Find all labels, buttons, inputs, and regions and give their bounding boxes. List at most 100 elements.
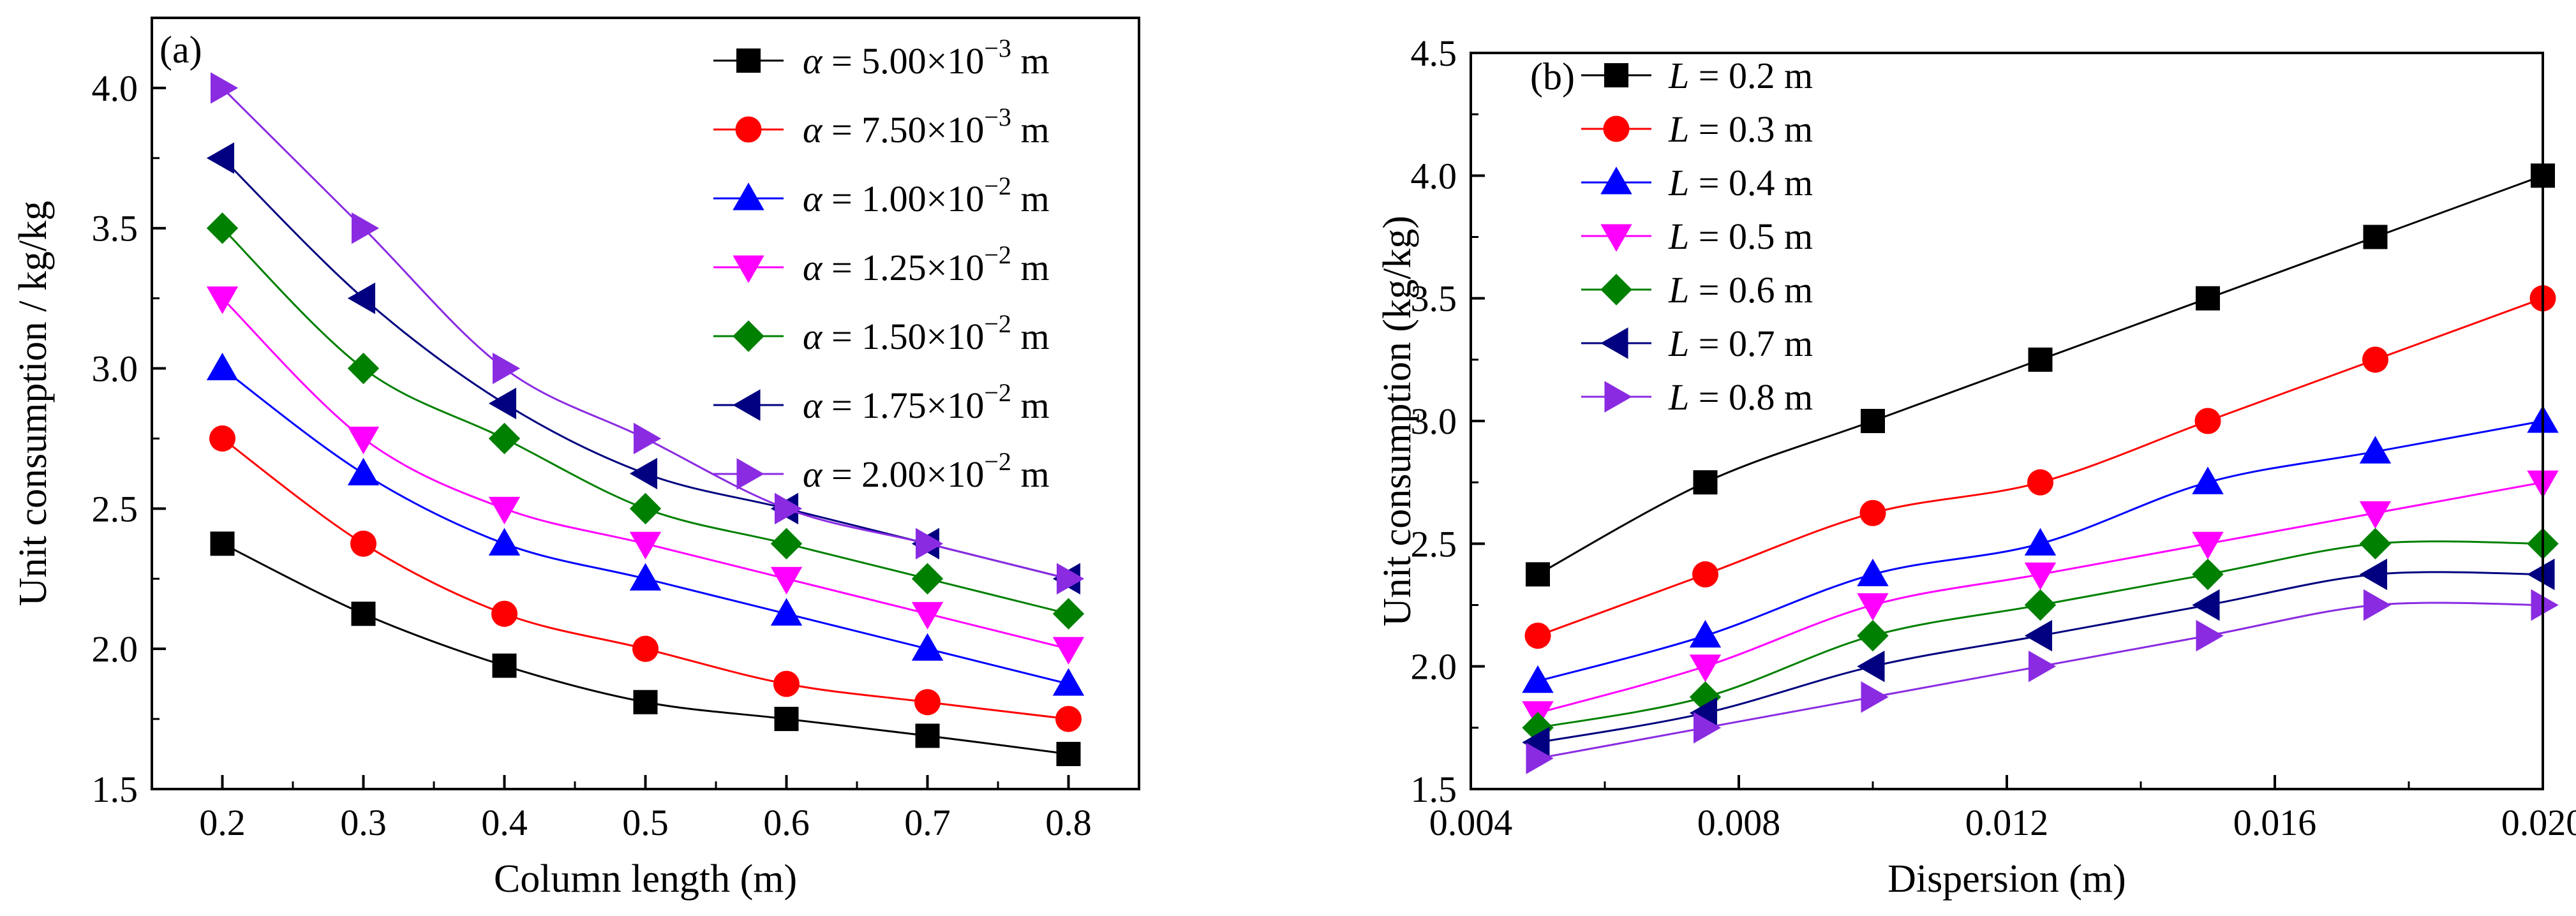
series-line-7 <box>1537 602 2543 760</box>
data-point-s3-1 <box>1522 665 1554 693</box>
data-point-s7-3 <box>1861 681 1889 713</box>
x-tick-label: 0.004 <box>1429 802 1513 843</box>
data-point-s3-1 <box>206 352 239 381</box>
legend-marker-7 <box>736 458 764 490</box>
data-point-s2-1 <box>1524 623 1551 649</box>
x-tick-label: 0.6 <box>763 802 810 843</box>
y-tick-label: 4.0 <box>1411 155 1457 196</box>
data-point-s1-5 <box>774 707 799 732</box>
legend-marker-2 <box>735 116 762 143</box>
data-point-s5-5 <box>2192 558 2224 591</box>
data-point-s2-4 <box>2027 469 2054 496</box>
legend-entry-3: L = 0.4 m <box>1668 162 1813 203</box>
data-point-s1-1 <box>1526 562 1550 587</box>
data-point-s2-5 <box>2194 408 2221 434</box>
data-point-s7-2 <box>1693 712 1722 744</box>
data-point-s4-5 <box>770 566 803 595</box>
data-point-s3-5 <box>770 598 803 626</box>
x-tick-label: 0.2 <box>199 802 246 843</box>
legend-entry-4: α = 1.25×10−2 m <box>803 240 1050 288</box>
legend-entry-2: α = 7.50×10−3 m <box>803 103 1050 151</box>
legend-entry-4: L = 0.5 m <box>1668 216 1813 257</box>
data-point-s6-4 <box>629 457 658 490</box>
data-point-s4-6 <box>2359 501 2392 529</box>
data-point-s2-6 <box>2362 346 2389 373</box>
x-tick-label: 0.008 <box>1697 802 1781 843</box>
legend-entry-5: α = 1.50×10−2 m <box>803 309 1050 357</box>
panel-label: (a) <box>160 29 202 71</box>
y-axis-title: Unit consumption / kg/kg <box>11 201 55 607</box>
data-point-s5-1 <box>1522 712 1554 744</box>
x-tick-label: 0.3 <box>340 802 387 843</box>
data-point-s3-3 <box>488 528 521 556</box>
legend-marker-6 <box>733 389 761 421</box>
x-axis-title: Dispersion (m) <box>1887 857 2126 901</box>
data-point-s4-1 <box>206 286 239 314</box>
y-tick-label: 1.5 <box>1411 769 1457 810</box>
data-point-s7-5 <box>2196 619 2224 652</box>
data-point-s5-7 <box>1052 598 1085 630</box>
data-point-s5-3 <box>488 422 521 455</box>
data-point-s3-2 <box>347 457 380 485</box>
legend: L = 0.2 m L = 0.3 m L = 0.4 m L = 0.5 m L = … <box>1581 55 1813 418</box>
data-point-s7-5 <box>774 492 803 525</box>
data-point-s1-5 <box>2196 286 2220 311</box>
x-tick-label: 0.5 <box>622 802 669 843</box>
data-point-s7-6 <box>2363 589 2392 621</box>
data-point-s4-4 <box>629 531 662 560</box>
data-point-s1-4 <box>2028 347 2053 372</box>
legend-marker-2 <box>1603 115 1630 142</box>
data-point-s2-4 <box>632 635 659 662</box>
data-point-s5-4 <box>629 492 662 525</box>
data-point-s1-4 <box>633 690 658 714</box>
data-point-s7-4 <box>2028 650 2057 683</box>
y-tick-label: 2.0 <box>92 628 138 670</box>
data-point-s7-3 <box>492 352 521 385</box>
panel-b: 0.004 0.008 0.012 0.016 0.020 1.5 2.0 2.5 3.0 3.5… <box>1376 33 2576 901</box>
legend-marker-4 <box>733 255 764 283</box>
plot-frame <box>1470 52 2544 790</box>
x-tick-label: 0.8 <box>1045 802 1092 843</box>
data-point-s3-2 <box>1689 619 1722 648</box>
legend-marker-7 <box>1604 381 1632 413</box>
legend-entry-1: α = 5.00×10−3 m <box>803 34 1050 82</box>
data-point-s1-3 <box>492 653 517 678</box>
legend-entry-7: α = 2.00×10−2 m <box>803 447 1050 495</box>
data-point-s7-7 <box>1056 563 1085 595</box>
data-point-s6-3 <box>1857 650 1885 683</box>
data-point-s3-3 <box>1857 558 1889 586</box>
data-point-s5-6 <box>2359 528 2392 560</box>
data-point-s2-3 <box>1859 499 1886 526</box>
data-point-s4-3 <box>1857 593 1889 621</box>
legend-marker-1 <box>736 48 761 73</box>
data-point-s5-4 <box>2024 589 2057 621</box>
data-point-s2-2 <box>1692 561 1719 587</box>
legend-entry-3: α = 1.00×10−2 m <box>803 172 1050 219</box>
data-point-s3-4 <box>629 563 662 591</box>
y-tick-label: 3.5 <box>92 208 138 249</box>
data-point-s7-4 <box>633 422 662 455</box>
y-tick-label: 2.5 <box>1411 523 1457 565</box>
data-point-s6-5 <box>2192 589 2220 621</box>
data-point-s6-1 <box>206 142 235 174</box>
legend-marker-6 <box>1600 327 1628 359</box>
x-tick-label: 0.016 <box>2233 802 2317 843</box>
y-tick-label: 4.0 <box>92 68 138 109</box>
data-point-s4-2 <box>1689 654 1722 683</box>
x-tick-label: 0.4 <box>481 802 528 843</box>
y-tick-label: 4.5 <box>1411 33 1457 74</box>
data-point-s6-6 <box>2359 558 2388 591</box>
data-point-s7-6 <box>915 528 944 560</box>
data-point-s1-3 <box>1861 409 1885 433</box>
data-point-s4-3 <box>488 496 521 525</box>
y-axis-title: Unit consumption (kg/kg) <box>1376 216 1419 626</box>
data-point-s3-7 <box>1052 668 1085 696</box>
data-point-s5-1 <box>206 212 239 244</box>
data-point-s2-1 <box>209 425 236 452</box>
data-point-s2-6 <box>914 689 941 716</box>
legend-marker-4 <box>1600 224 1632 252</box>
data-point-s2-5 <box>773 670 800 697</box>
x-tick-label: 0.012 <box>1965 802 2049 843</box>
data-point-s3-5 <box>2192 466 2224 494</box>
y-tick-label: 2.5 <box>92 488 138 529</box>
